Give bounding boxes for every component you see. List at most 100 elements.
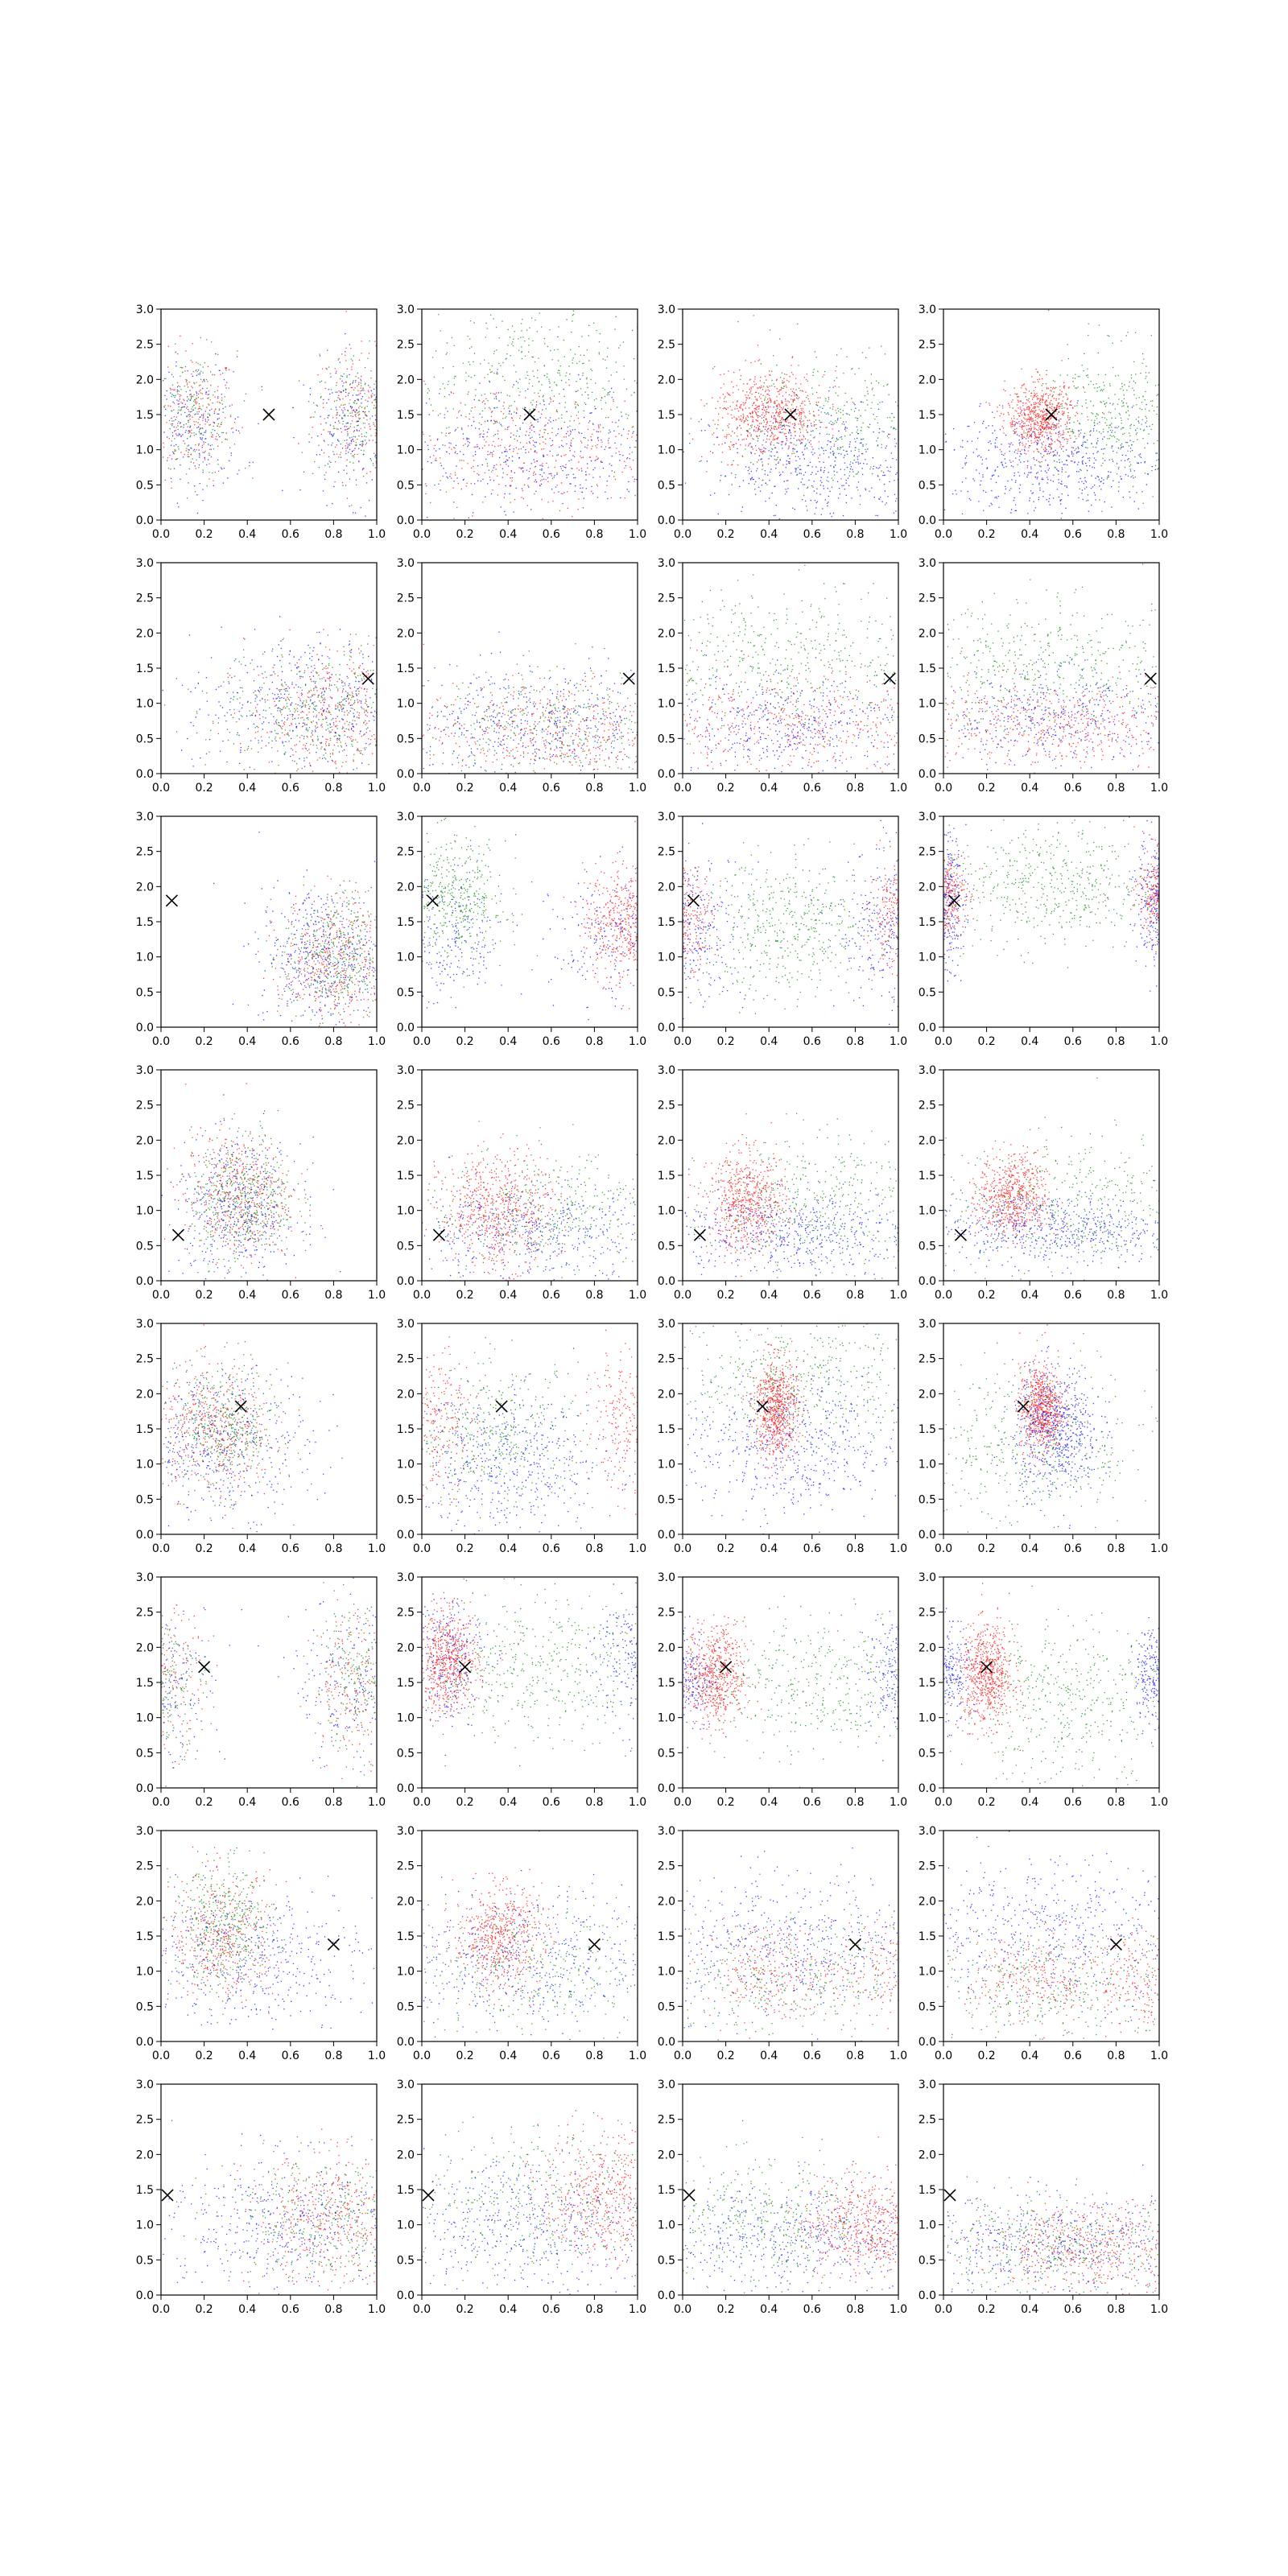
y-tick-label: 1.5	[136, 1423, 154, 1436]
y-tick-label: 1.0	[136, 2219, 154, 2232]
x-tick-label: 0.2	[977, 1035, 995, 1048]
y-tick-label: 1.5	[658, 1930, 675, 1943]
y-tick-label: 2.5	[397, 2114, 415, 2127]
x-tick-label: 0.2	[195, 1289, 213, 1302]
y-tick-label: 3.0	[919, 1318, 936, 1331]
y-tick-label: 1.5	[136, 2184, 154, 2197]
x-tick-label: 0.0	[152, 2303, 170, 2316]
y-tick-label: 2.5	[919, 1860, 936, 1873]
y-tick-label: 2.5	[397, 846, 415, 859]
x-marker	[784, 408, 797, 421]
subplot-grid: 0.0 0.2 0.4 0.6 0.8 1.00.00.51.01.52.02.53.00…	[136, 303, 1168, 2316]
x-tick-label: 1.0	[1150, 1542, 1168, 1555]
y-tick-label: 1.0	[919, 952, 936, 964]
x-marker	[198, 1661, 211, 1674]
y-tick-label: 0.5	[919, 2254, 936, 2267]
y-tick-label: 2.5	[136, 1860, 154, 1873]
x-tick-label: 0.8	[1107, 782, 1125, 795]
y-tick-label: 2.0	[919, 2149, 936, 2161]
y-tick-label: 3.0	[658, 557, 675, 570]
y-tick-label: 3.0	[658, 2079, 675, 2091]
y-tick-label: 2.0	[397, 1895, 415, 1908]
x-tick-label: 1.0	[1150, 1289, 1168, 1302]
y-tick-label: 3.0	[136, 811, 154, 824]
x-tick-label: 1.0	[629, 1542, 646, 1555]
y-tick-label: 2.0	[658, 374, 675, 386]
x-marker	[883, 672, 896, 685]
y-tick-label: 2.0	[397, 374, 415, 386]
x-tick-label: 1.0	[890, 2303, 907, 2316]
scatter-series-green	[162, 1341, 343, 1526]
subplot-r2-c3: 0.0 0.2 0.4 0.6 0.8 1.0 0.0 0.5 1.0 1.5 2.0 2.5 3.0	[658, 557, 907, 795]
x-tick-label: 0.6	[1064, 1289, 1082, 1302]
x-marker	[720, 1661, 733, 1674]
x-tick-label: 0.2	[195, 1796, 213, 1809]
x-tick-label: 0.2	[456, 2050, 473, 2062]
x-tick-label: 0.2	[195, 528, 213, 541]
y-tick-label: 1.5	[397, 1423, 415, 1436]
y-tick-label: 1.0	[658, 444, 675, 457]
y-tick-label: 0.0	[658, 2036, 675, 2049]
scatter-series-blue	[423, 631, 638, 774]
subplot-r5-c3: 0.0 0.2 0.4 0.6 0.8 1.0 0.0 0.5 1.0 1.5 2.0 2.5 3.0	[658, 1318, 907, 1555]
subplot-r7-c1: 0.0 0.2 0.4 0.6 0.8 1.0 0.0 0.5 1.0 1.5 2.0 2.5 3.0	[136, 1825, 386, 2062]
x-tick-label: 0.8	[846, 528, 864, 541]
y-tick-label: 3.0	[919, 2079, 936, 2091]
x-tick-label: 0.8	[585, 782, 603, 795]
x-tick-label: 0.8	[846, 1035, 864, 1048]
subplot-r7-c3: 0.0 0.2 0.4 0.6 0.8 1.0 0.0 0.5 1.0 1.5 2.0 2.5 3.0	[658, 1825, 907, 2062]
x-tick-label: 0.8	[324, 1542, 342, 1555]
y-tick-label: 1.0	[397, 952, 415, 964]
y-tick-label: 2.5	[919, 1607, 936, 1620]
y-tick-label: 0.5	[658, 1240, 675, 1253]
y-tick-label: 1.5	[919, 1423, 936, 1436]
y-tick-label: 1.0	[919, 1966, 936, 1979]
y-tick-label: 1.0	[919, 698, 936, 711]
y-tick-label: 1.5	[397, 1170, 415, 1183]
y-tick-label: 0.5	[136, 2254, 154, 2267]
x-tick-label: 0.0	[674, 2050, 691, 2062]
x-tick-label: 0.2	[716, 1035, 734, 1048]
y-tick-label: 2.5	[397, 339, 415, 352]
x-tick-label: 0.6	[1064, 782, 1082, 795]
y-tick-label: 2.5	[658, 339, 675, 352]
x-tick-label: 0.8	[585, 1035, 603, 1048]
y-tick-label: 2.0	[136, 374, 154, 386]
x-tick-label: 0.4	[1021, 1542, 1038, 1555]
y-tick-label: 0.5	[136, 1240, 154, 1253]
subplot-r8-c3: 0.0 0.2 0.4 0.6 0.8 1.0 0.0 0.5 1.0 1.5 2.0 2.5 3.0	[658, 2079, 907, 2316]
y-tick-label: 2.0	[397, 1388, 415, 1401]
subplot-r5-c4: 0.0 0.2 0.4 0.6 0.8 1.0 0.0 0.5 1.0 1.5 2.0 2.5 3.0	[919, 1318, 1168, 1555]
y-tick-label: 0.5	[397, 986, 415, 999]
y-tick-label: 0.0	[397, 768, 415, 781]
y-tick-label: 2.5	[919, 1353, 936, 1366]
y-tick-label: 2.0	[658, 627, 675, 640]
x-tick-label: 1.0	[368, 1035, 386, 1048]
y-tick-label: 2.0	[136, 2149, 154, 2161]
y-tick-label: 0.5	[658, 986, 675, 999]
y-tick-label: 1.0	[397, 1712, 415, 1725]
y-tick-label: 2.0	[136, 1134, 154, 1147]
y-tick-label: 0.0	[136, 1275, 154, 1288]
y-tick-label: 2.5	[397, 1100, 415, 1113]
y-tick-label: 0.5	[136, 2000, 154, 2013]
y-tick-label: 2.5	[658, 2114, 675, 2127]
x-tick-label: 0.2	[716, 782, 734, 795]
x-tick-label: 0.6	[282, 1796, 299, 1809]
x-tick-label: 0.6	[803, 1289, 821, 1302]
x-tick-label: 0.6	[803, 1542, 821, 1555]
x-tick-label: 1.0	[890, 1289, 907, 1302]
y-tick-label: 0.5	[919, 986, 936, 999]
x-marker	[1144, 672, 1157, 685]
y-tick-label: 2.0	[919, 1641, 936, 1654]
y-tick-label: 2.5	[397, 592, 415, 605]
y-tick-label: 0.5	[136, 1493, 154, 1506]
y-tick-label: 1.5	[136, 409, 154, 422]
x-marker	[262, 408, 275, 421]
y-tick-label: 2.0	[919, 881, 936, 894]
x-tick-label: 0.4	[760, 1035, 778, 1048]
y-tick-label: 1.5	[136, 1170, 154, 1183]
x-tick-label: 0.2	[456, 1289, 473, 1302]
y-tick-label: 0.0	[919, 2036, 936, 2049]
x-tick-label: 0.2	[456, 782, 473, 795]
